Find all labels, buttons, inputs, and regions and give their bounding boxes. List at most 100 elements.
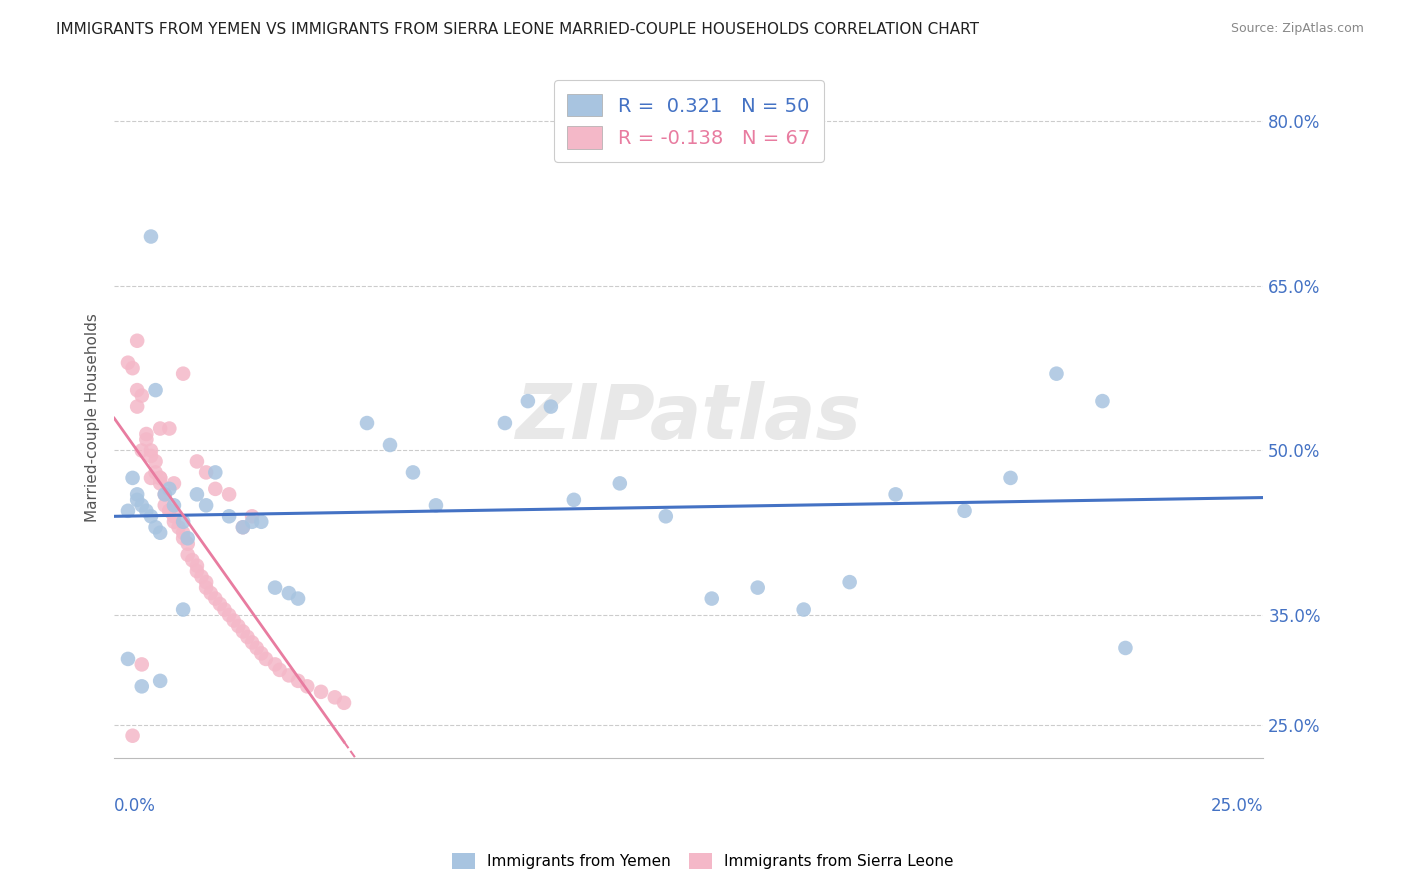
Point [378, 438, 401, 452]
Point [149, 476, 172, 491]
Point [127, 400, 149, 414]
Point [747, 581, 769, 595]
Point [287, 591, 309, 606]
Point [149, 673, 172, 688]
Point [157, 504, 180, 518]
Point [139, 229, 162, 244]
Point [264, 657, 287, 672]
Point [494, 416, 516, 430]
Point [127, 492, 149, 507]
Point [121, 729, 143, 743]
Point [139, 449, 162, 463]
Point [195, 581, 218, 595]
Text: Source: ZipAtlas.com: Source: ZipAtlas.com [1230, 22, 1364, 36]
Point [153, 499, 176, 513]
Point [240, 635, 263, 649]
Legend: Immigrants from Yemen, Immigrants from Sierra Leone: Immigrants from Yemen, Immigrants from S… [446, 847, 960, 875]
Point [309, 685, 332, 699]
Point [157, 504, 180, 518]
Point [195, 466, 218, 480]
Point [208, 597, 231, 611]
Point [117, 652, 139, 666]
Point [190, 569, 212, 583]
Point [200, 586, 222, 600]
Point [172, 515, 194, 529]
Point [177, 531, 200, 545]
Point [135, 427, 157, 442]
Point [153, 487, 176, 501]
Point [177, 548, 200, 562]
Point [609, 476, 631, 491]
Point [204, 482, 226, 496]
Point [172, 531, 194, 545]
Point [135, 433, 157, 447]
Point [157, 421, 180, 435]
Point [131, 679, 153, 693]
Point [121, 471, 143, 485]
Point [186, 454, 208, 468]
Point [127, 334, 149, 348]
Point [323, 690, 346, 705]
Text: IMMIGRANTS FROM YEMEN VS IMMIGRANTS FROM SIERRA LEONE MARRIED-COUPLE HOUSEHOLDS : IMMIGRANTS FROM YEMEN VS IMMIGRANTS FROM… [56, 22, 979, 37]
Point [218, 608, 240, 623]
Point [131, 499, 153, 513]
Point [277, 586, 299, 600]
Point [139, 471, 162, 485]
Point [163, 509, 186, 524]
Point [131, 443, 153, 458]
Point [218, 509, 240, 524]
Point [121, 361, 143, 376]
Point [254, 652, 277, 666]
Point [214, 602, 236, 616]
Point [145, 466, 167, 480]
Point [163, 476, 186, 491]
Point [139, 509, 162, 524]
Point [232, 520, 254, 534]
Point [127, 383, 149, 397]
Point [333, 696, 356, 710]
Point [163, 515, 186, 529]
Point [277, 668, 299, 682]
Point [145, 520, 167, 534]
Point [232, 520, 254, 534]
Point [297, 679, 319, 693]
Point [838, 575, 860, 590]
Point [516, 394, 538, 409]
Point [655, 509, 678, 524]
Point [145, 383, 167, 397]
Point [240, 515, 263, 529]
Point [186, 558, 208, 573]
Point [172, 525, 194, 540]
Point [195, 499, 218, 513]
Point [163, 499, 186, 513]
Point [240, 509, 263, 524]
Point [232, 624, 254, 639]
Point [1114, 640, 1136, 655]
Point [117, 504, 139, 518]
Text: 25.0%: 25.0% [1211, 797, 1264, 814]
Point [195, 575, 218, 590]
Point [186, 564, 208, 578]
Point [135, 504, 157, 518]
Point [246, 640, 269, 655]
Point [172, 602, 194, 616]
Point [264, 581, 287, 595]
Point [204, 591, 226, 606]
Point [226, 619, 249, 633]
Point [172, 367, 194, 381]
Point [793, 602, 815, 616]
Point [131, 389, 153, 403]
Point [177, 537, 200, 551]
Point [700, 591, 723, 606]
Point [884, 487, 907, 501]
Point [222, 614, 245, 628]
Y-axis label: Married-couple Households: Married-couple Households [86, 313, 100, 522]
Point [250, 647, 273, 661]
Point [131, 657, 153, 672]
Point [269, 663, 291, 677]
Point [540, 400, 562, 414]
Text: ZIPatlas: ZIPatlas [516, 381, 862, 455]
Point [250, 515, 273, 529]
Point [1000, 471, 1022, 485]
Point [1045, 367, 1067, 381]
